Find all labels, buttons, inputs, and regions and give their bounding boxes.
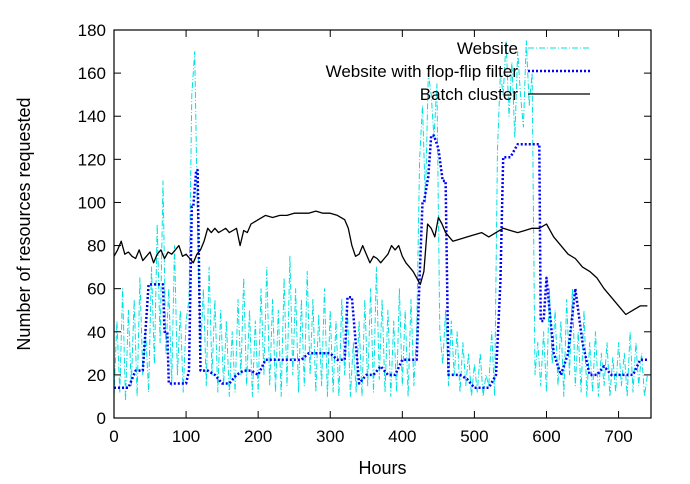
series-line-3	[113, 210, 648, 316]
legend: Website Website with flop-flip filter Batc…	[326, 39, 590, 104]
legend-label: Batch cluster	[420, 85, 519, 104]
x-tick-label: 0	[109, 427, 118, 446]
legend-label: Website	[457, 39, 518, 58]
y-axis-label: Number of resources requested	[14, 97, 34, 350]
x-tick-label: 500	[460, 427, 488, 446]
y-tick-label: 140	[78, 107, 106, 126]
y-tick-label: 60	[87, 280, 106, 299]
y-tick-label: 20	[87, 366, 106, 385]
x-tick-label: 600	[532, 427, 560, 446]
plot-frame	[113, 29, 652, 419]
y-tick-label: 100	[78, 193, 106, 212]
ticks-layer: 0 100 200 300 400 500 600 700 0 20 40 60 80 100 120 140…	[78, 21, 651, 446]
x-tick-label: 100	[172, 427, 200, 446]
y-tick-label: 40	[87, 323, 106, 342]
y-tick-label: 120	[78, 150, 106, 169]
x-tick-label: 200	[244, 427, 272, 446]
y-tick-label: 0	[97, 409, 106, 428]
x-tick-label: 400	[388, 427, 416, 446]
series-line-1	[113, 40, 648, 402]
y-tick-label: 80	[87, 237, 106, 256]
series-layer	[113, 40, 648, 402]
y-tick-label: 180	[78, 21, 106, 40]
y-tick-label: 160	[78, 64, 106, 83]
series-line-2	[114, 134, 648, 390]
x-axis-label: Hours	[358, 458, 406, 478]
legend-label: Website with flop-flip filter	[326, 62, 519, 81]
x-tick-label: 700	[604, 427, 632, 446]
x-tick-label: 300	[316, 427, 344, 446]
